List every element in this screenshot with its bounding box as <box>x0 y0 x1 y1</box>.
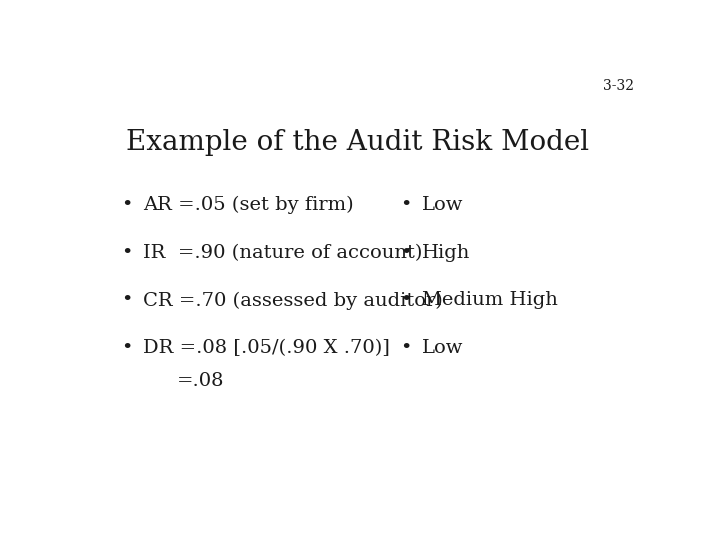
Text: IR  =.90 (nature of account): IR =.90 (nature of account) <box>143 244 423 261</box>
Text: •: • <box>121 339 132 357</box>
Text: Low: Low <box>422 339 464 357</box>
Text: •: • <box>121 292 132 309</box>
Text: =.08: =.08 <box>176 372 224 390</box>
Text: Low: Low <box>422 196 464 214</box>
Text: AR =.05 (set by firm): AR =.05 (set by firm) <box>143 196 354 214</box>
Text: Example of the Audit Risk Model: Example of the Audit Risk Model <box>126 129 590 156</box>
Text: DR =.08 [.05/(.90 X .70)]: DR =.08 [.05/(.90 X .70)] <box>143 339 390 357</box>
Text: •: • <box>400 292 411 309</box>
Text: •: • <box>400 339 411 357</box>
Text: Medium High: Medium High <box>422 292 558 309</box>
Text: •: • <box>121 244 132 261</box>
Text: CR =.70 (assessed by auditor): CR =.70 (assessed by auditor) <box>143 292 443 309</box>
Text: •: • <box>400 196 411 214</box>
Text: •: • <box>121 196 132 214</box>
Text: 3-32: 3-32 <box>603 79 634 93</box>
Text: •: • <box>400 244 411 261</box>
Text: High: High <box>422 244 470 261</box>
